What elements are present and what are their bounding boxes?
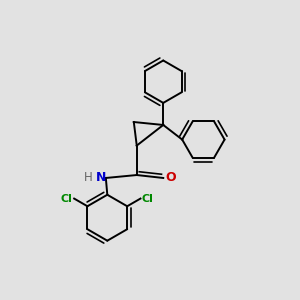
Text: O: O [165, 172, 176, 184]
Text: N: N [95, 172, 106, 184]
Text: H: H [84, 172, 93, 184]
Text: Cl: Cl [61, 194, 73, 204]
Text: Cl: Cl [142, 194, 154, 204]
